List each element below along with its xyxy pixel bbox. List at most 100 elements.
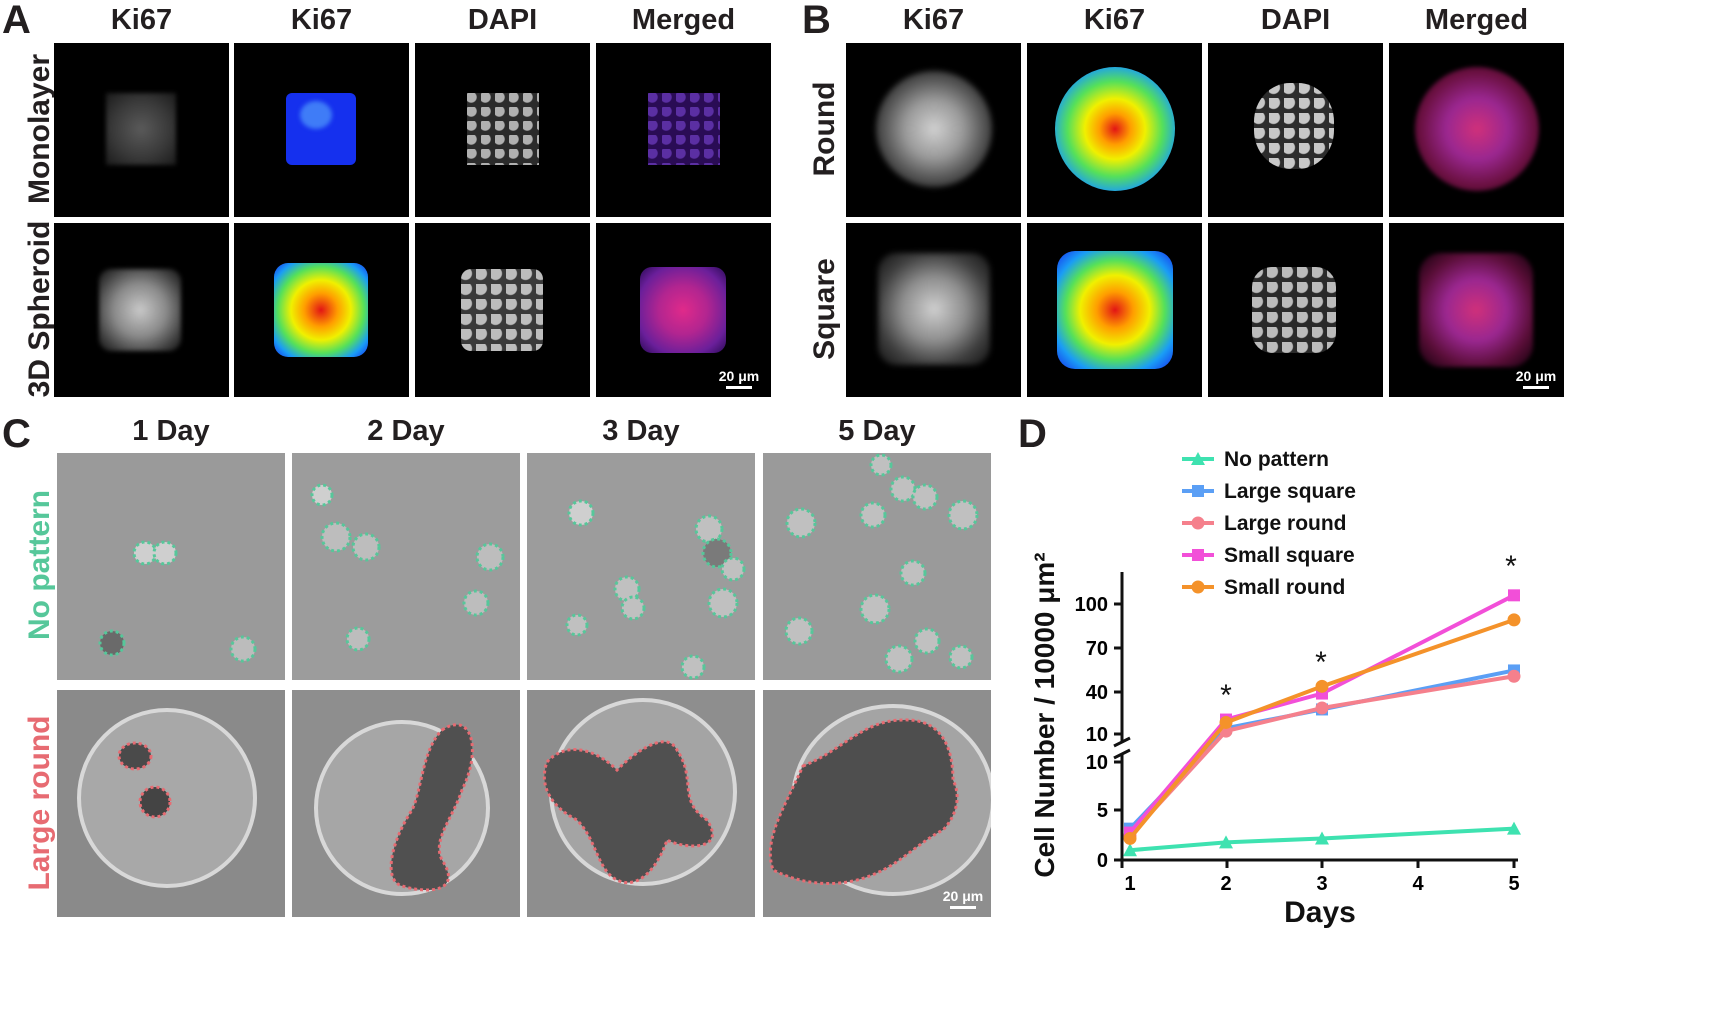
panel-d-letter: D bbox=[1018, 412, 1047, 456]
d-significance-day3: * bbox=[1315, 646, 1327, 679]
legend-marker-small-round bbox=[1191, 580, 1205, 594]
d-y-tick-0: 0 bbox=[1097, 850, 1108, 872]
legend-label-no-pattern: No pattern bbox=[1224, 448, 1329, 471]
panel-c-large-round-day3 bbox=[527, 690, 755, 917]
d-y-ticks-upper: 10 40 70 100 bbox=[1075, 594, 1122, 746]
panel-a-scale-bar: 20 μm bbox=[715, 368, 763, 389]
d-y-tick-10-upper: 10 bbox=[1086, 724, 1108, 746]
legend-marker-no-pattern bbox=[1191, 452, 1205, 465]
panel-a-monolayer-merged bbox=[596, 43, 771, 217]
panel-c-row-no-pattern: No pattern bbox=[23, 490, 56, 640]
panel-a-spheroid-merged: 20 μm bbox=[596, 223, 771, 397]
point-small-square-5 bbox=[1508, 589, 1520, 602]
d-x-axis-title: Days bbox=[1284, 896, 1356, 929]
d-x-tick-2: 2 bbox=[1220, 873, 1231, 895]
panel-b-round-dapi bbox=[1208, 43, 1383, 217]
panel-a-row-spheroid: 3D Spheroid bbox=[23, 220, 56, 398]
panel-a-spheroid-ki67-heat bbox=[234, 223, 409, 397]
panel-b-col-4: Merged bbox=[1424, 4, 1529, 36]
panel-c-row-large-round: Large round bbox=[23, 715, 56, 891]
point-small-round-2 bbox=[1219, 715, 1233, 729]
panel-a-monolayer-dapi bbox=[415, 43, 590, 217]
panel-d-chart: Cell Number / 10000 μm² Days 1 2 3 4 5 0… bbox=[1029, 448, 1521, 929]
panel-a-col-1: Ki67 bbox=[110, 4, 173, 36]
panel-a-monolayer-ki67-gray bbox=[54, 43, 229, 217]
panel-b-col-1: Ki67 bbox=[902, 4, 965, 36]
panel-a-monolayer-ki67-heat bbox=[234, 43, 409, 217]
panel-c-col-4: 5 Day bbox=[838, 415, 916, 447]
legend-marker-small-square bbox=[1192, 549, 1204, 561]
series-line-small-square bbox=[1128, 593, 1515, 834]
d-x-tick-3: 3 bbox=[1316, 873, 1327, 895]
point-small-round-1 bbox=[1123, 831, 1137, 845]
panel-b-square-merged: 20 μm bbox=[1389, 223, 1564, 397]
panel-c-large-round-day2 bbox=[292, 690, 520, 917]
panel-c-no-pattern-day1 bbox=[57, 453, 285, 680]
legend-label-small-round: Small round bbox=[1224, 576, 1345, 599]
d-y-ticks-lower: 0 5 10 bbox=[1086, 752, 1122, 872]
d-x-tick-1: 1 bbox=[1124, 873, 1135, 895]
point-large-round-5 bbox=[1507, 669, 1521, 683]
d-y-tick-100: 100 bbox=[1075, 594, 1108, 616]
panel-c-col-1: 1 Day bbox=[132, 415, 210, 447]
panel-b-row-square: Square bbox=[808, 258, 841, 360]
panel-c-no-pattern-day2 bbox=[292, 453, 520, 680]
panel-c-no-pattern-day5 bbox=[763, 453, 991, 680]
panel-b-round-ki67-gray bbox=[846, 43, 1021, 217]
panel-b-col-3: DAPI bbox=[1260, 4, 1331, 36]
panel-c-col-3: 3 Day bbox=[602, 415, 680, 447]
panel-b-square-dapi bbox=[1208, 223, 1383, 397]
panel-c-no-pattern-day3 bbox=[527, 453, 755, 680]
panel-a-row-monolayer: Monolayer bbox=[23, 53, 56, 205]
panel-c-large-round-day1 bbox=[57, 690, 285, 917]
panel-b-col-2: Ki67 bbox=[1083, 4, 1146, 36]
panel-b-scale-label: 20 μm bbox=[1515, 368, 1557, 384]
legend-label-large-square: Large square bbox=[1224, 480, 1356, 503]
d-x-ticks: 1 2 3 4 5 bbox=[1120, 860, 1520, 895]
panel-a-col-2: Ki67 bbox=[290, 4, 353, 36]
point-large-round-3 bbox=[1315, 701, 1329, 715]
d-y-tick-40: 40 bbox=[1086, 682, 1108, 704]
d-x-tick-5: 5 bbox=[1508, 873, 1519, 895]
panel-b-square-ki67-gray bbox=[846, 223, 1021, 397]
d-x-tick-4: 4 bbox=[1412, 873, 1424, 895]
panel-c-large-round-day5: 20 μm bbox=[763, 690, 991, 917]
d-y-axis-title: Cell Number / 10000 μm² bbox=[1029, 552, 1060, 877]
panel-b-square-ki67-heat bbox=[1027, 223, 1202, 397]
panel-a-scale-label: 20 μm bbox=[718, 368, 760, 384]
panel-b-row-round: Round bbox=[808, 81, 841, 177]
d-significance-day5: * bbox=[1505, 550, 1517, 583]
series-line-small-round bbox=[1128, 617, 1515, 840]
panel-c-scale-label: 20 μm bbox=[942, 888, 984, 904]
point-no-pattern-2 bbox=[1219, 835, 1233, 849]
point-small-round-5 bbox=[1507, 613, 1521, 627]
panel-b-letter: B bbox=[802, 0, 831, 42]
legend-label-large-round: Large round bbox=[1224, 512, 1347, 535]
legend-marker-large-square bbox=[1192, 485, 1204, 497]
point-small-round-3 bbox=[1315, 679, 1329, 693]
panel-a-col-4: Merged bbox=[631, 4, 736, 36]
point-no-pattern-1 bbox=[1123, 843, 1137, 857]
panel-c-col-2: 2 Day bbox=[367, 415, 445, 447]
series-line-no-pattern bbox=[1129, 826, 1515, 853]
series-line-large-round bbox=[1128, 674, 1515, 837]
panel-b-round-merged bbox=[1389, 43, 1564, 217]
panel-a-col-3: DAPI bbox=[467, 4, 538, 36]
d-y-tick-70: 70 bbox=[1086, 638, 1108, 660]
point-no-pattern-3 bbox=[1315, 831, 1329, 845]
legend-label-small-square: Small square bbox=[1224, 544, 1355, 567]
panel-a-spheroid-dapi bbox=[415, 223, 590, 397]
d-legend: No pattern Large square Large round Small s… bbox=[1182, 448, 1356, 599]
panel-c-letter: C bbox=[2, 412, 31, 456]
d-series-layer bbox=[1123, 589, 1521, 857]
panel-a-letter: A bbox=[2, 0, 31, 42]
panel-a-spheroid-ki67-gray bbox=[54, 223, 229, 397]
panel-c-scale-bar: 20 μm bbox=[939, 888, 987, 909]
panel-b-scale-bar: 20 μm bbox=[1512, 368, 1560, 389]
panel-b-round-ki67-heat bbox=[1027, 43, 1202, 217]
d-y-tick-10-lower: 10 bbox=[1086, 752, 1108, 774]
d-axis-break-1 bbox=[1113, 736, 1131, 748]
d-significance-day2: * bbox=[1220, 679, 1232, 712]
point-no-pattern-5 bbox=[1507, 821, 1521, 835]
d-axis-break-2 bbox=[1113, 748, 1131, 760]
